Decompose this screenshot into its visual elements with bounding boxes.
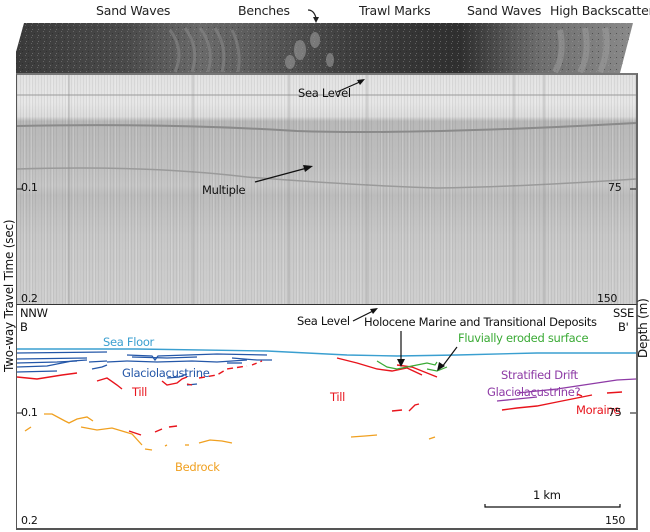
label-trawl-marks: Trawl Marks: [359, 3, 431, 18]
sea-level-arrowhead: [357, 79, 365, 85]
label-benches: Benches: [238, 3, 290, 18]
interp-sea-level-label: Sea Level: [297, 314, 350, 328]
glaciolacustrine-label: Glaciolacustrine: [122, 366, 210, 380]
backscatter-image-strip: [0, 0, 650, 80]
label-sand-waves-1: Sand Waves: [96, 3, 171, 18]
seismic-right-tick-75: 75: [608, 181, 622, 194]
interp-left-tick-0.1: 0.1: [21, 406, 38, 419]
interpreted-horizons: [17, 308, 636, 508]
sea-floor-horizon: [17, 348, 636, 357]
fluvially-eroded-surface: [376, 360, 448, 372]
y-axis-right-title: Depth (m): [636, 298, 650, 358]
interp-right-tick-150: 150: [605, 514, 626, 527]
direction-nnw: NNW: [20, 306, 48, 320]
seismic-profile-panel: Sea Level Multiple 0.1 0.2 75 150: [16, 73, 638, 306]
y-axis-left-title: Two-way Travel Time (sec): [2, 219, 16, 372]
seismic-left-tick-0.1: 0.1: [21, 181, 38, 194]
moraine-label: Moraine: [576, 403, 621, 417]
till-label-1: Till: [132, 385, 148, 399]
benches-arrow: [307, 9, 317, 19]
scale-bar: [484, 504, 621, 508]
bedrock-reflectors: [24, 413, 436, 451]
seismic-multiple-label: Multiple: [202, 183, 246, 197]
fluvial-label: Fluvially eroded surface: [458, 331, 589, 345]
seismic-left-tick-0.2: 0.2: [21, 292, 38, 305]
interp-right-tick-75: 75: [608, 406, 622, 419]
holocene-arrowhead: [397, 359, 405, 367]
sea-floor-label: Sea Floor: [103, 335, 154, 349]
till-label-2: Till: [330, 390, 346, 404]
label-high-backscatter: High Backscatter: [550, 3, 650, 18]
stratified-drift-label: Stratified Drift: [501, 368, 578, 382]
interp-left-tick-0.2: 0.2: [21, 514, 38, 527]
fluvial-arrowhead: [437, 362, 445, 371]
direction-sse: SSE: [613, 306, 634, 320]
backscatter-imagery: [16, 9, 633, 74]
seismic-sea-level-label: Sea Level: [298, 86, 351, 100]
label-sand-waves-2: Sand Waves: [467, 3, 542, 18]
holocene-label: Holocene Marine and Transitional Deposit…: [364, 315, 597, 329]
profile-point-b: B: [20, 320, 28, 334]
seismic-right-tick-150: 150: [597, 292, 618, 305]
bedrock-label: Bedrock: [175, 460, 220, 474]
glaciolacustrine-question-label: Glaciolacustrine?: [487, 385, 581, 399]
interpretation-panel: NNW B SSE B' Sea Level Sea Floor Holocen…: [16, 304, 638, 530]
scale-bar-label: 1 km: [533, 488, 561, 502]
profile-point-b-prime: B': [618, 320, 629, 334]
till-reflectors: [17, 357, 623, 436]
stratified-drift-reflectors: [496, 378, 636, 402]
multiple-arrowhead: [303, 165, 313, 172]
seismic-reflectors: [17, 75, 636, 306]
